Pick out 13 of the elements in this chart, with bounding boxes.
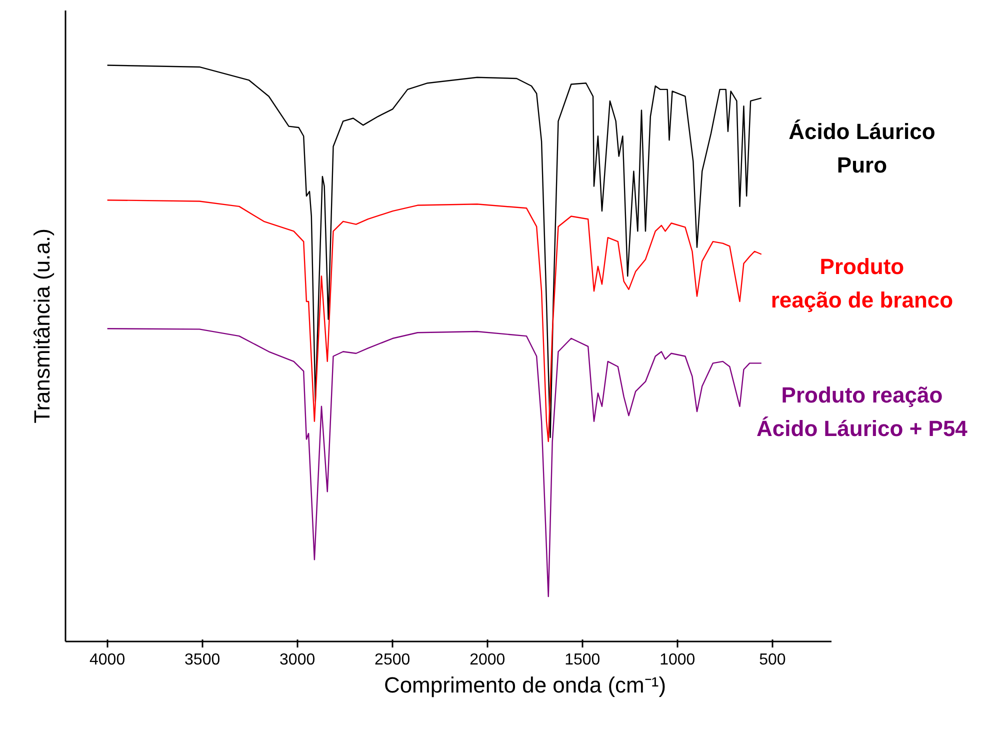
x-tick-label: 2000	[470, 652, 506, 668]
x-axis-title: Comprimento de onda (cm⁻¹)	[384, 672, 666, 698]
series-label: Ácido Láurico Puro	[788, 119, 936, 178]
x-tick-label: 3000	[280, 652, 316, 668]
x-tick-label: 1500	[564, 652, 600, 668]
y-axis-title: Transmitância (u.a.)	[30, 228, 54, 424]
x-tick-label: 3500	[184, 652, 220, 668]
x-tick-label: 4000	[90, 652, 126, 668]
x-tick-label: 1000	[660, 652, 696, 668]
series-label: Produto reação de branco	[770, 254, 954, 312]
x-tick-label: 500	[759, 652, 786, 668]
series-label: Produto reação Ácido Láurico + P54	[756, 382, 968, 441]
x-tick-label: 2500	[374, 652, 410, 668]
